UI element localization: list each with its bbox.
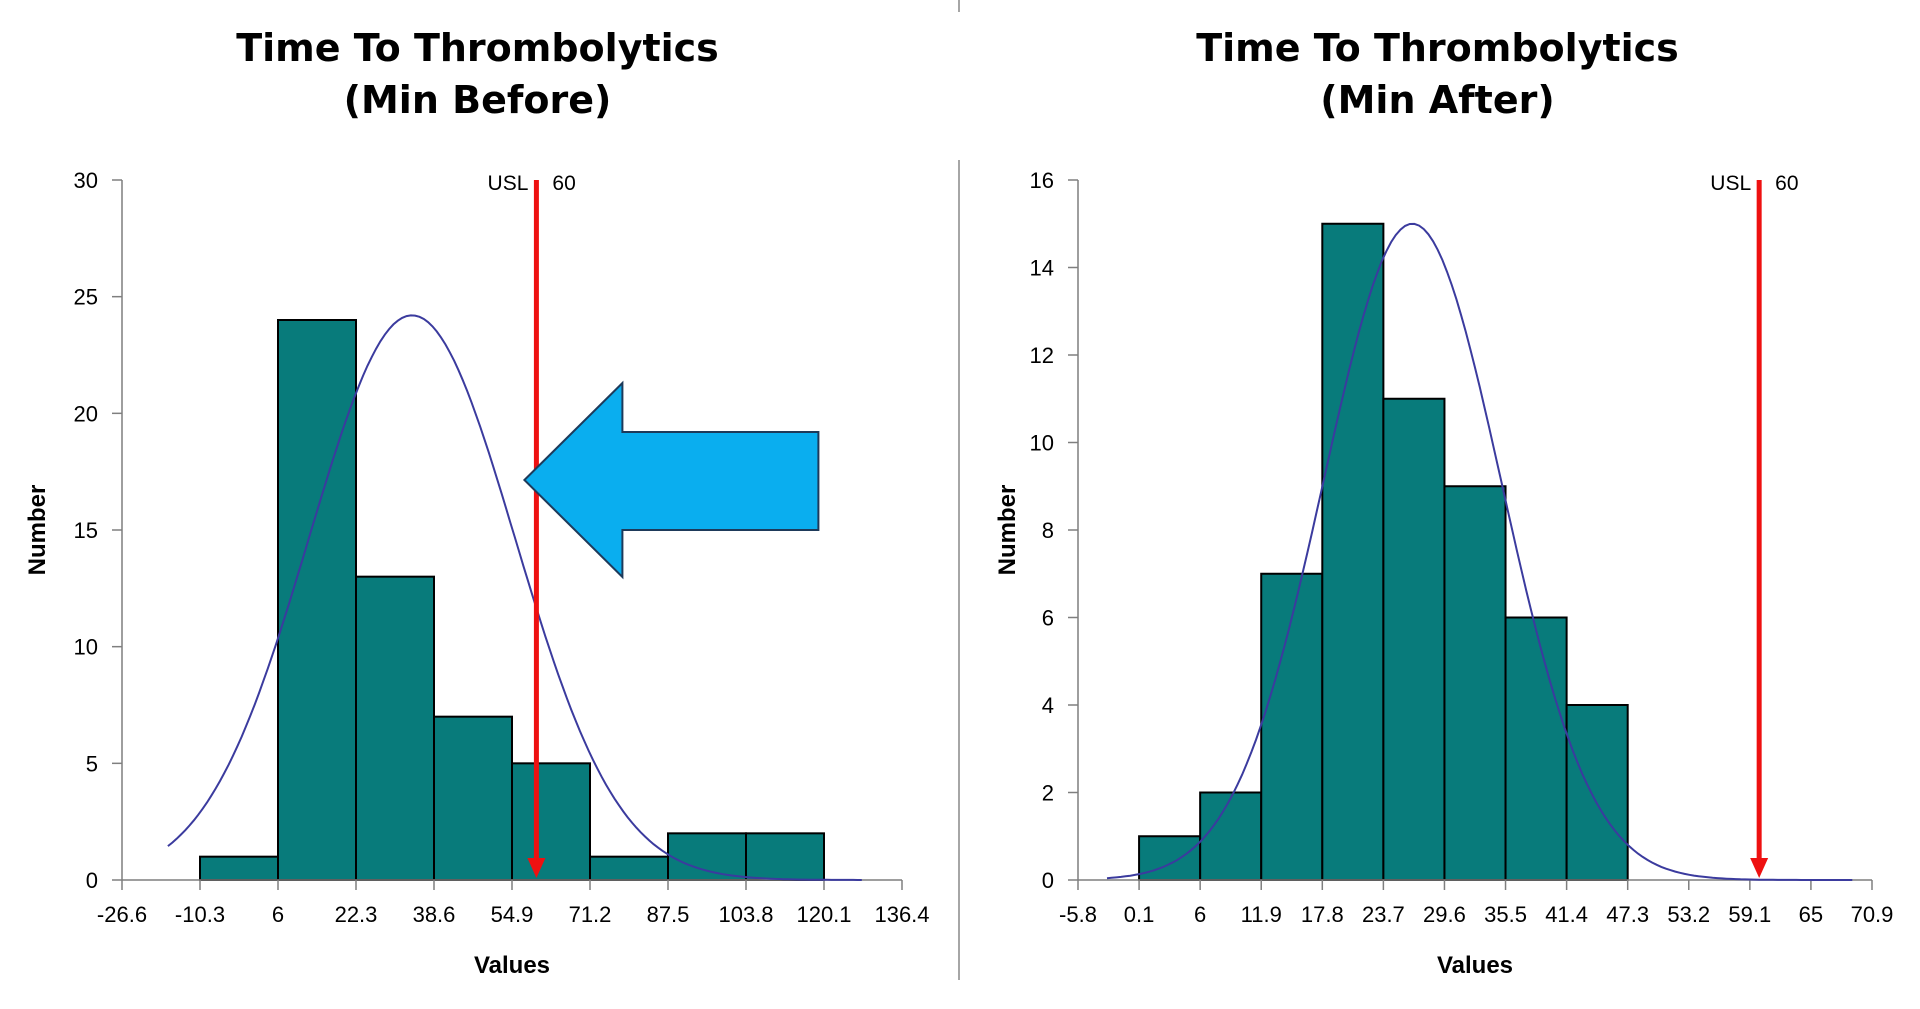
chart-title-line-2: (Min Before) [343, 78, 612, 122]
x-tick-label: 70.9 [1851, 902, 1894, 927]
x-tick-label: 29.6 [1423, 902, 1466, 927]
histogram-before: 0 5 10 15 20 25 30 -26.6 -10.3 6 22.3 38.6 54.9 71.2 8… [24, 168, 930, 979]
usl-arrowhead [527, 858, 546, 878]
x-tick-label: 136.4 [874, 902, 929, 927]
y-tick-label: 12 [1030, 343, 1054, 368]
usl-value-label: 60 [552, 172, 575, 195]
histogram-bar [1382, 397, 1446, 881]
chart-title-line-1: Time To Thrombolytics [1196, 26, 1679, 70]
y-axis-label: Number [994, 485, 1021, 576]
y-tick-label: 4 [1042, 693, 1054, 718]
histogram-bar [1565, 704, 1629, 881]
callout-arrow-icon [522, 380, 820, 580]
histogram-bar [199, 855, 279, 882]
y-tick-label: 5 [86, 751, 98, 776]
chart-title: Time To Thrombolytics (Min After) [960, 22, 1915, 126]
top-divider-mark [958, 0, 960, 12]
histogram-bar [1504, 616, 1568, 881]
histogram-after: 0 2 4 6 8 10 12 14 16 -5.8 0.1 6 11.9 17.8 23.7 29.6 35.… [994, 168, 1894, 979]
x-tick-label: 53.2 [1667, 902, 1710, 927]
x-tick-label: 120.1 [796, 902, 851, 927]
x-tick-label: 0.1 [1124, 902, 1155, 927]
histogram-bar [511, 762, 591, 881]
chart-before-panel: Time To Thrombolytics (Min Before) 0 5 10 1… [0, 0, 955, 1009]
x-tick-label: 11.9 [1241, 902, 1282, 927]
y-tick-label: 25 [74, 285, 98, 310]
histogram-bar [355, 575, 435, 882]
usl-label: USL [1710, 172, 1751, 195]
y-tick-label: 30 [74, 168, 98, 193]
chart-title: Time To Thrombolytics (Min Before) [0, 22, 955, 126]
y-tick-label: 20 [74, 401, 98, 426]
histogram-bar [433, 715, 513, 882]
chart-title-line-1: Time To Thrombolytics [236, 26, 719, 70]
x-tick-label: 71.2 [569, 902, 612, 927]
x-axis-label: Values [1437, 952, 1513, 979]
usl-arrowhead [1750, 858, 1769, 878]
usl-value-label: 60 [1775, 172, 1798, 195]
x-tick-label: 38.6 [413, 902, 456, 927]
y-tick-label: 8 [1042, 518, 1054, 543]
histogram-bar [1321, 222, 1385, 881]
y-tick-label: 14 [1030, 256, 1054, 281]
x-tick-label: 54.9 [491, 902, 534, 927]
x-tick-label: 6 [1194, 902, 1206, 927]
y-tick-label: 0 [1042, 868, 1054, 893]
histogram-bar [1199, 791, 1263, 881]
x-tick-label: 23.7 [1362, 902, 1405, 927]
histogram-bar [667, 832, 747, 881]
histogram-bar [589, 855, 669, 882]
histogram-bar [1260, 572, 1324, 881]
chart-after-panel: Time To Thrombolytics (Min After) 0 2 4 6 8 1… [960, 0, 1915, 1009]
x-tick-label: 103.8 [718, 902, 773, 927]
y-tick-label: 2 [1042, 781, 1054, 806]
x-axis-label: Values [474, 952, 550, 979]
normal-curve [1106, 222, 1853, 881]
normal-curve [167, 314, 862, 881]
y-tick-label: 15 [74, 518, 98, 543]
x-tick-label: -5.8 [1059, 902, 1097, 927]
y-tick-label: 6 [1042, 606, 1054, 631]
y-tick-label: 10 [74, 635, 98, 660]
x-tick-label: 47.3 [1606, 902, 1649, 927]
usl-label: USL [488, 172, 529, 195]
x-tick-label: 22.3 [335, 902, 378, 927]
histogram-bar [1443, 485, 1507, 881]
x-tick-label: 59.1 [1728, 902, 1771, 927]
x-tick-label: 6 [272, 902, 284, 927]
x-tick-label: 41.4 [1545, 902, 1588, 927]
x-tick-label: 87.5 [647, 902, 690, 927]
panel-divider [958, 160, 960, 980]
x-tick-label: 65 [1799, 902, 1823, 927]
x-tick-label: -26.6 [97, 902, 147, 927]
histogram-bar [745, 832, 825, 881]
x-tick-label: 35.5 [1484, 902, 1527, 927]
y-tick-label: 0 [86, 868, 98, 893]
x-tick-label: 17.8 [1301, 902, 1344, 927]
y-tick-label: 10 [1030, 431, 1054, 456]
chart-title-line-2: (Min After) [1320, 78, 1555, 122]
x-tick-label: -10.3 [175, 902, 225, 927]
y-axis-label: Number [24, 485, 51, 576]
histogram-bar [1138, 835, 1202, 881]
y-tick-label: 16 [1030, 168, 1054, 193]
